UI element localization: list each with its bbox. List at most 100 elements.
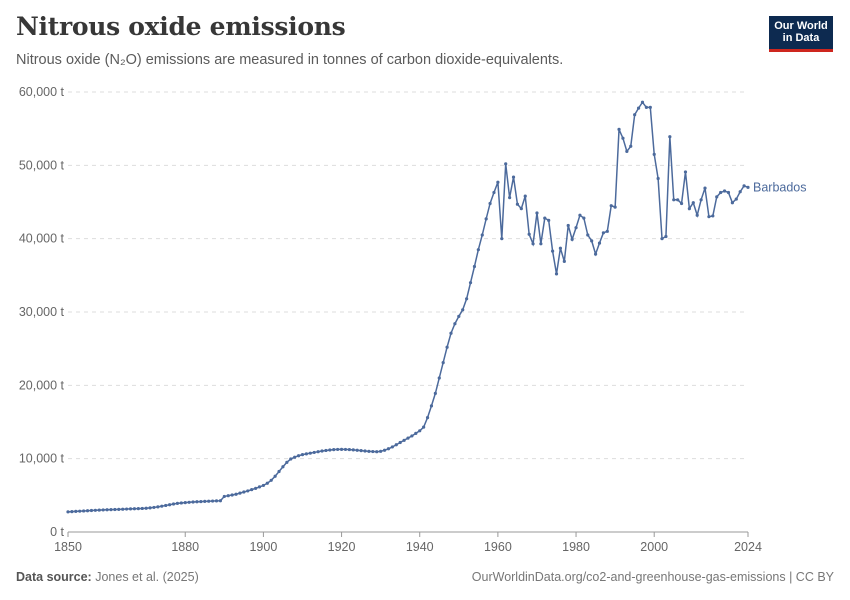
data-point — [281, 465, 285, 469]
data-point — [492, 190, 496, 195]
data-point — [97, 508, 101, 512]
series-line-barbados[interactable] — [67, 100, 749, 513]
x-tick-label: 1900 — [249, 540, 277, 554]
data-point — [742, 184, 746, 188]
data-point — [168, 503, 172, 507]
y-tick-label: 40,000 t — [19, 232, 65, 246]
data-point — [527, 232, 531, 236]
data-point — [648, 105, 652, 109]
data-point — [422, 425, 426, 429]
data-point — [664, 234, 668, 239]
y-tick-label: 10,000 t — [19, 452, 65, 466]
data-point — [433, 391, 437, 395]
footer-url-license[interactable]: OurWorldinData.org/co2-and-greenhouse-ga… — [471, 570, 834, 584]
data-point — [148, 506, 152, 510]
x-tick-label: 1960 — [484, 540, 512, 554]
data-point — [179, 501, 183, 505]
x-tick-label: 1980 — [562, 540, 590, 554]
data-point — [105, 508, 109, 512]
source-link[interactable]: Jones et al. (2025) — [95, 570, 199, 584]
data-point — [445, 345, 449, 349]
data-point — [351, 448, 355, 452]
data-point — [726, 190, 731, 195]
data-point — [621, 136, 625, 140]
data-point — [226, 494, 230, 498]
x-tick-label: 2000 — [640, 540, 668, 554]
data-point — [558, 246, 563, 250]
data-point — [234, 492, 238, 496]
data-point — [398, 440, 402, 445]
data-point — [207, 499, 211, 503]
data-point — [707, 215, 711, 219]
data-point — [140, 506, 144, 511]
data-point — [515, 202, 520, 206]
data-point — [543, 216, 547, 220]
data-point — [136, 507, 140, 511]
x-tick-label: 1940 — [406, 540, 434, 554]
data-point — [238, 491, 242, 495]
data-point — [511, 175, 516, 179]
data-point — [117, 507, 121, 511]
data-point — [394, 443, 398, 447]
series-label-barbados[interactable]: Barbados — [753, 180, 807, 194]
data-point — [480, 233, 484, 237]
data-point — [519, 207, 523, 211]
data-point — [308, 451, 312, 455]
data-point — [500, 237, 504, 241]
data-point — [332, 448, 336, 452]
data-point — [89, 508, 94, 513]
data-point — [476, 248, 480, 252]
data-point — [441, 361, 445, 365]
data-point — [128, 507, 133, 511]
y-axis-ticks: 0 t 10,000 t 20,000 t 30,000 t 40,000 t 50,00… — [19, 85, 65, 539]
data-point — [508, 196, 512, 200]
data-point — [554, 272, 559, 276]
x-axis-ticks: 1850 1880 1900 1920 1940 1960 1980 2000 2024 — [54, 532, 762, 554]
data-point — [668, 135, 672, 139]
source-label: Data source: — [16, 570, 92, 584]
data-point — [660, 237, 664, 241]
data-point — [386, 447, 391, 451]
data-point — [699, 198, 703, 202]
data-point — [312, 450, 316, 455]
data-point — [730, 201, 734, 205]
data-point — [711, 214, 715, 218]
data-point — [199, 499, 203, 504]
data-point — [629, 144, 633, 148]
owid-logo[interactable]: Our World in Data — [769, 16, 833, 52]
data-point — [715, 195, 719, 199]
data-point — [304, 452, 308, 456]
data-point — [687, 207, 691, 211]
data-point — [132, 507, 137, 511]
data-point — [574, 226, 578, 230]
data-point — [250, 488, 254, 492]
data-point — [722, 189, 727, 193]
data-point — [355, 448, 359, 452]
data-point — [300, 453, 305, 457]
y-tick-label: 0 t — [50, 525, 64, 539]
data-point — [218, 499, 223, 503]
data-point — [191, 500, 195, 504]
series-points-barbados — [66, 100, 750, 514]
data-point — [437, 376, 441, 380]
data-point — [379, 449, 383, 453]
data-point — [93, 508, 97, 512]
data-point — [644, 105, 648, 109]
data-point — [375, 450, 379, 454]
data-point — [175, 501, 180, 505]
data-point — [121, 507, 125, 511]
data-point — [652, 152, 656, 156]
data-point — [390, 445, 394, 449]
data-point — [371, 449, 375, 454]
data-point — [695, 213, 699, 217]
y-tick-label: 20,000 t — [19, 378, 65, 392]
data-point — [253, 486, 258, 490]
data-point — [453, 322, 457, 326]
line-chart: 0 t 10,000 t 20,000 t 30,000 t 40,000 t 50,00… — [19, 85, 807, 554]
data-point — [269, 478, 273, 482]
data-point — [359, 449, 363, 453]
chart-subtitle: Nitrous oxide (N₂O) emissions are measur… — [16, 52, 564, 68]
data-point — [113, 507, 117, 512]
data-point — [285, 460, 289, 464]
data-point — [320, 449, 324, 453]
